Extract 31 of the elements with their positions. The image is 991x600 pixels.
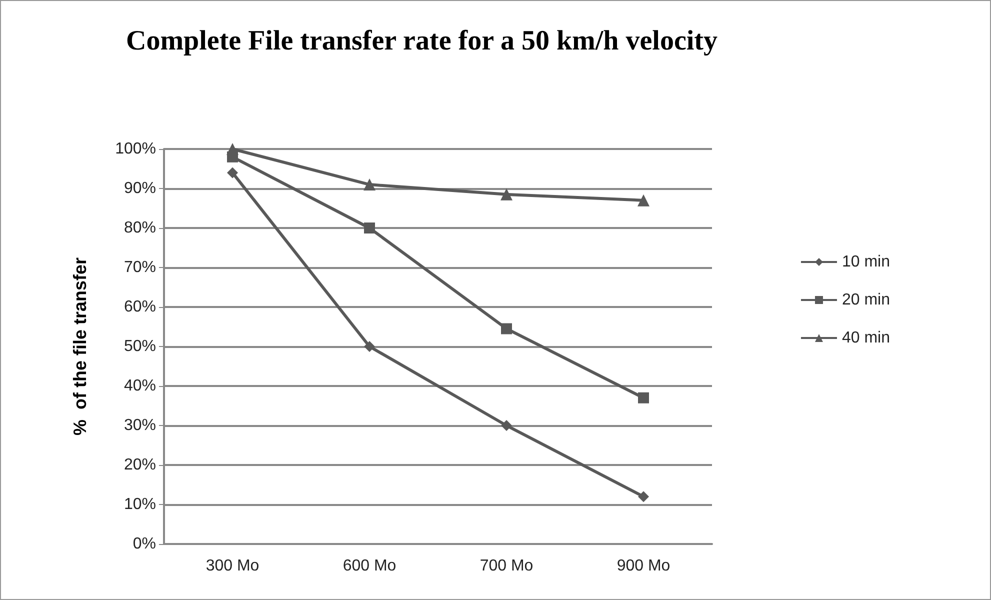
point xyxy=(364,178,376,191)
point xyxy=(501,323,512,334)
y-tick-label: 60% xyxy=(124,298,156,316)
y-tick-label: 70% xyxy=(124,259,156,276)
y-tick-label: 80% xyxy=(124,220,156,236)
x-tick-label: 300 Mo xyxy=(206,558,260,574)
point xyxy=(226,143,238,155)
y-axis-title: % of the file transfer xyxy=(70,257,90,436)
y-tick-label: 10% xyxy=(124,496,156,513)
legend-label: 10 min xyxy=(842,254,890,270)
point xyxy=(227,167,238,178)
point xyxy=(638,491,649,502)
x-tick-label: 700 Mo xyxy=(480,558,534,574)
point xyxy=(364,222,375,234)
y-tick-label: 50% xyxy=(124,338,156,355)
point xyxy=(638,194,650,206)
point xyxy=(364,341,375,352)
y-tick-label: 40% xyxy=(124,378,156,394)
y-tick-label: 0% xyxy=(132,536,156,552)
chart-title: Complete File transfer rate for a 50 km/h velocity xyxy=(126,26,718,56)
point xyxy=(638,392,649,404)
y-tick-label: 30% xyxy=(124,417,156,434)
y-tick-label: 20% xyxy=(124,456,156,474)
point xyxy=(500,188,512,200)
legend-label: 20 min xyxy=(842,292,890,308)
x-tick-label: 600 Mo xyxy=(342,558,396,574)
x-tick-label: 900 Mo xyxy=(616,558,670,574)
legend-label: 40 min xyxy=(842,330,890,346)
point xyxy=(501,420,512,431)
y-tick-label: 100% xyxy=(115,140,156,158)
y-tick-label: 90% xyxy=(124,180,156,197)
